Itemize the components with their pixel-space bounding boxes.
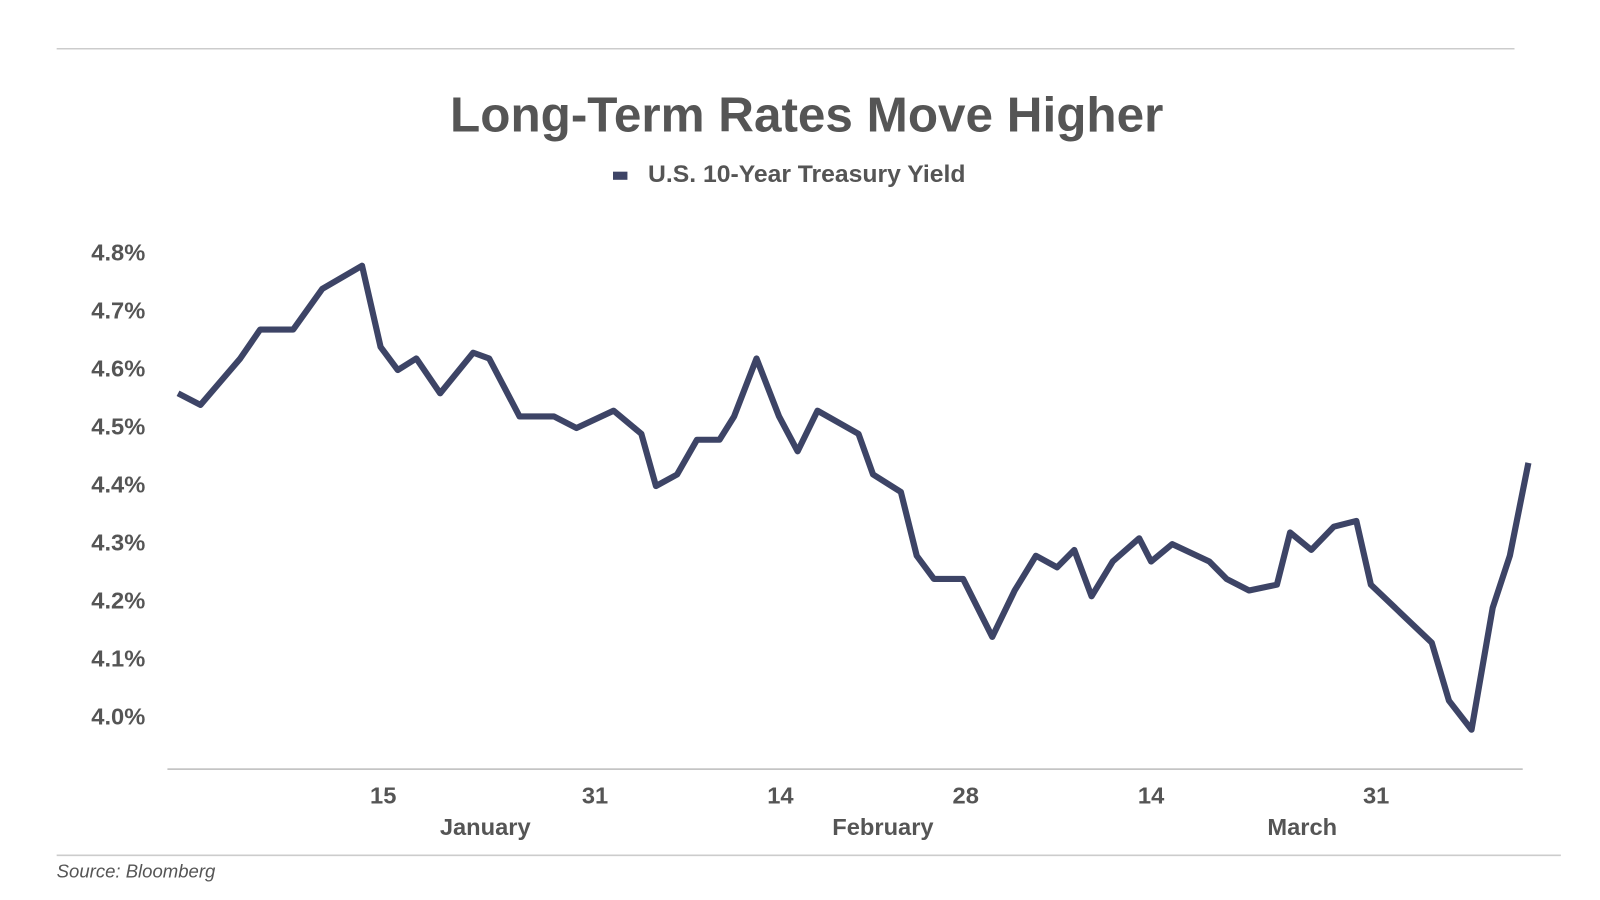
- y-tick-label: 4.8%: [91, 239, 145, 265]
- legend-label: U.S. 10-Year Treasury Yield: [648, 161, 965, 188]
- y-tick-label: 4.3%: [91, 529, 145, 555]
- x-tick-label: 15: [370, 783, 396, 809]
- source-note: Source: Bloomberg: [57, 861, 216, 882]
- x-tick-label: 28: [953, 783, 979, 809]
- x-tick-label: 14: [1138, 783, 1164, 809]
- x-tick-label: 31: [1363, 783, 1389, 809]
- y-tick-label: 4.7%: [91, 297, 145, 323]
- x-group-label: January: [440, 814, 531, 840]
- x-group-label: February: [832, 814, 933, 840]
- y-tick-label: 4.0%: [91, 703, 145, 729]
- y-tick-label: 4.6%: [91, 355, 145, 381]
- y-tick-label: 4.2%: [91, 587, 145, 613]
- legend-swatch: [613, 171, 628, 180]
- x-group-label: March: [1267, 814, 1337, 840]
- series-line: [176, 262, 1532, 733]
- chart-title: Long-Term Rates Move Higher: [450, 89, 1163, 143]
- y-tick-label: 4.1%: [91, 645, 145, 671]
- y-tick-label: 4.5%: [91, 413, 145, 439]
- y-tick-label: 4.4%: [91, 471, 145, 497]
- x-tick-label: 14: [767, 783, 793, 809]
- x-tick-label: 31: [582, 783, 608, 809]
